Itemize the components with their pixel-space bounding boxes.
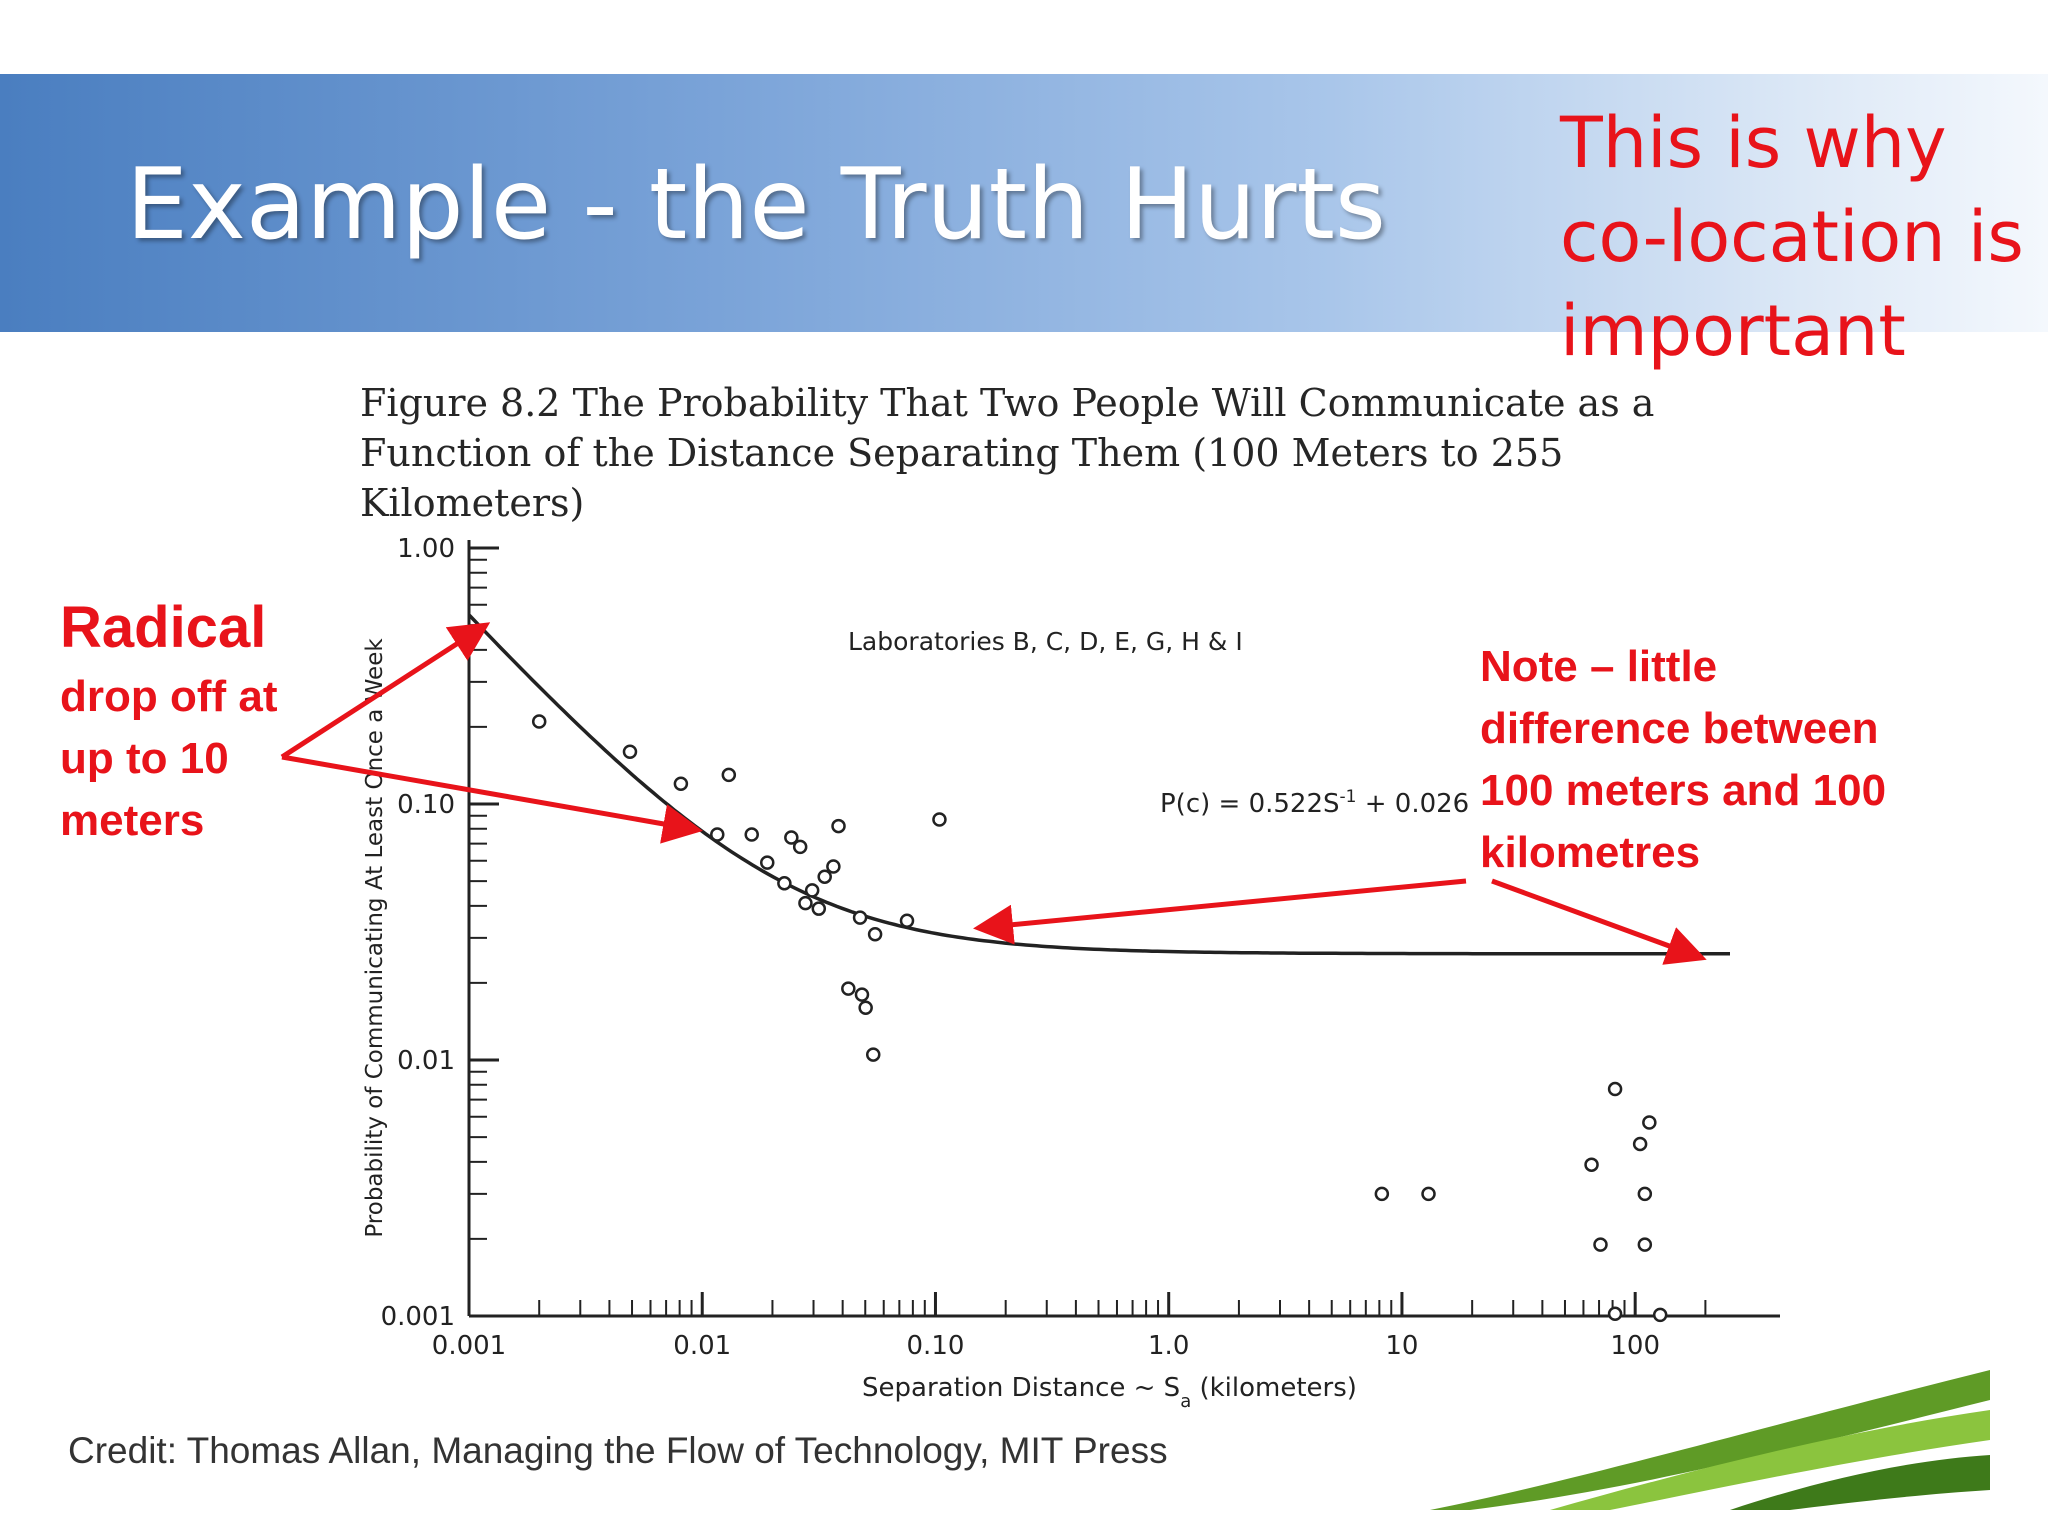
- note-radical-heading: Radical: [60, 595, 267, 660]
- data-point: [1642, 1115, 1657, 1130]
- x-axis-label: Separation Distance ~ Sa (kilometers): [862, 1373, 1357, 1412]
- y-tick-label: 1.00: [397, 534, 455, 564]
- equation-label: P(c) = 0.522S-1 + 0.026: [1160, 787, 1469, 819]
- data-point: [1632, 1136, 1648, 1152]
- x-tick-label: 0.01: [673, 1331, 731, 1361]
- x-tick-label: 0.10: [907, 1331, 965, 1361]
- decorative-leaf-graphic: [1430, 1370, 1990, 1510]
- data-point: [804, 883, 820, 898]
- data-point: [811, 901, 827, 916]
- data-point: [1421, 1186, 1436, 1202]
- x-tick-label: 100: [1610, 1331, 1660, 1361]
- data-point: [899, 913, 915, 928]
- data-point: [867, 926, 883, 942]
- data-point: [932, 812, 947, 827]
- data-point: [831, 818, 846, 834]
- data-point: [1652, 1307, 1668, 1323]
- y-axis-label: Probability of Communicating At Least On…: [362, 638, 388, 1238]
- callout-colocation: This is why co-location is important: [1560, 102, 2024, 372]
- title-banner: [0, 74, 2048, 332]
- note-radical-dropoff: Radical drop off at up to 10 meters: [60, 590, 320, 852]
- y-tick-label: 0.01: [397, 1046, 455, 1076]
- data-point: [854, 987, 870, 1002]
- data-point: [1593, 1237, 1608, 1252]
- x-tick-label: 0.001: [432, 1331, 506, 1361]
- data-point: [826, 859, 841, 874]
- data-point: [865, 1047, 881, 1062]
- slide-title: Example - the Truth Hurts: [126, 148, 1386, 262]
- data-point: [721, 767, 737, 783]
- data-point: [792, 839, 808, 855]
- labs-annotation: Laboratories B, C, D, E, G, H & I: [848, 627, 1243, 656]
- data-point: [852, 910, 868, 925]
- data-point: [760, 855, 775, 870]
- data-point: [777, 876, 792, 891]
- note-little-difference: Note – little difference between 100 met…: [1480, 642, 1887, 877]
- data-point: [531, 714, 547, 729]
- data-point: [841, 981, 856, 996]
- data-point: [1637, 1186, 1653, 1202]
- data-point: [1637, 1237, 1653, 1252]
- data-point: [1607, 1306, 1623, 1322]
- note-radical-body: drop off at up to 10 meters: [60, 672, 278, 845]
- data-point: [710, 827, 725, 842]
- x-tick-label: 10: [1385, 1331, 1418, 1361]
- y-tick-label: 0.001: [381, 1302, 455, 1332]
- figure-caption: Figure 8.2 The Probability That Two Peop…: [360, 381, 1655, 525]
- data-point: [1584, 1157, 1599, 1172]
- data-point: [1374, 1186, 1390, 1202]
- data-point: [673, 776, 689, 791]
- data-point: [784, 830, 799, 845]
- credit-line: Credit: Thomas Allan, Managing the Flow …: [68, 1430, 1168, 1471]
- x-tick-label: 1.0: [1148, 1331, 1189, 1361]
- data-point: [858, 1000, 873, 1015]
- y-tick-label: 0.10: [397, 790, 455, 820]
- data-point: [744, 827, 759, 842]
- data-point: [817, 869, 832, 884]
- data-point: [798, 895, 813, 911]
- data-point: [622, 744, 638, 759]
- data-point: [1607, 1081, 1623, 1097]
